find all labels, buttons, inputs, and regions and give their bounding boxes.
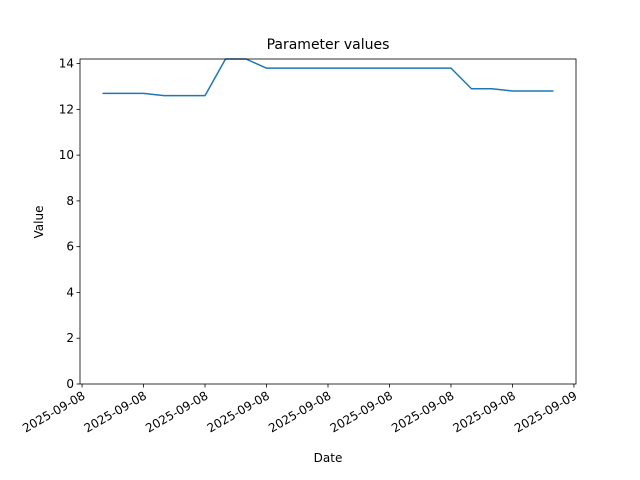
x-tick-label: 2025-09-08: [82, 388, 149, 435]
y-tick-label: 4: [66, 285, 74, 299]
x-tick-label: 2025-09-09: [512, 388, 579, 435]
x-tick-label: 2025-09-08: [389, 388, 456, 435]
x-tick-label: 2025-09-08: [20, 388, 87, 435]
x-tick-label: 2025-09-08: [205, 388, 272, 435]
y-axis-label: Value: [32, 206, 46, 239]
x-tick-label: 2025-09-08: [328, 388, 395, 435]
x-tick-label: 2025-09-08: [143, 388, 210, 435]
x-tick-label: 2025-09-08: [266, 388, 333, 435]
chart-title: Parameter values: [267, 37, 390, 53]
data-line: [102, 58, 554, 97]
y-tick-label: 10: [59, 148, 74, 162]
y-tick-label: 6: [66, 240, 74, 254]
x-axis-label: Date: [314, 451, 343, 465]
y-tick-label: 0: [66, 377, 74, 391]
x-tick-label: 2025-09-08: [451, 388, 518, 435]
y-tick-label: 2: [66, 331, 74, 345]
axes-frame: [79, 58, 577, 385]
y-tick-label: 14: [59, 57, 74, 71]
y-tick-label: 8: [66, 194, 74, 208]
y-tick-label: 12: [59, 102, 74, 116]
